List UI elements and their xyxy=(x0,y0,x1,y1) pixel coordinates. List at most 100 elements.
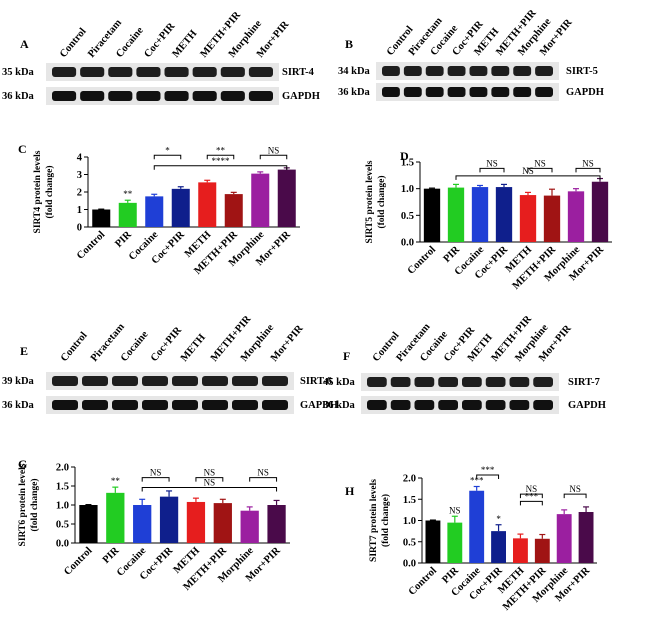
blot-band xyxy=(485,377,506,387)
protein-label: GAPDH xyxy=(300,400,338,411)
blot-band xyxy=(108,67,133,77)
significance-bracket xyxy=(153,154,182,160)
blot-band xyxy=(513,66,532,76)
bar xyxy=(79,505,98,543)
bar xyxy=(267,505,286,543)
lane-label: Cocaine xyxy=(119,329,151,364)
x-tick-label: Control xyxy=(62,545,94,577)
panel-letter: B xyxy=(345,37,353,51)
bar xyxy=(133,505,152,543)
significance-label: NS xyxy=(449,505,461,515)
significance-bracket xyxy=(563,493,587,499)
blot-band xyxy=(142,376,168,386)
bar xyxy=(556,514,572,563)
bracket-label: ** xyxy=(216,145,226,155)
blot-band xyxy=(390,400,411,410)
bar xyxy=(469,490,485,563)
significance-bracket xyxy=(527,167,553,173)
y-tick-label: 0.0 xyxy=(401,238,414,249)
kda-label: 35 kDa xyxy=(2,67,35,78)
lane-label: METH xyxy=(170,28,199,60)
bar xyxy=(106,492,125,543)
y-tick-label: 2.0 xyxy=(56,463,69,474)
bar xyxy=(491,531,506,563)
blot-strip xyxy=(376,62,559,80)
y-axis-label: SIRT7 protein levels xyxy=(369,479,379,562)
significance-bracket xyxy=(479,167,505,173)
blot-band xyxy=(535,66,553,76)
x-tick-label: Control xyxy=(407,565,439,597)
y-tick-label: 1.5 xyxy=(403,495,416,506)
y-axis-label: (fold change) xyxy=(376,175,387,228)
bracket-label: NS xyxy=(486,158,498,168)
blot-band xyxy=(52,376,78,386)
panel-letter: C xyxy=(18,142,27,156)
blot-band xyxy=(202,400,228,410)
bracket-label: NS xyxy=(569,484,581,494)
blot-band xyxy=(82,400,108,410)
significance-label: * xyxy=(496,514,501,524)
blot-band xyxy=(220,67,245,77)
y-tick-label: 1.0 xyxy=(401,184,414,195)
blot-band xyxy=(382,66,400,76)
blot-band xyxy=(108,91,133,101)
y-tick-label: 0.5 xyxy=(56,520,69,531)
blot-band xyxy=(447,87,466,97)
y-tick-label: 2.0 xyxy=(403,474,416,485)
bar xyxy=(447,187,465,242)
blot-band xyxy=(80,67,105,77)
blot-band xyxy=(438,377,458,387)
blot-band xyxy=(414,400,435,410)
blot-band xyxy=(202,376,228,386)
y-axis-label: SIRT4 protein levels xyxy=(33,150,43,233)
bar xyxy=(159,496,179,543)
y-axis-label: (fold change) xyxy=(380,494,391,547)
y-tick-label: 0.0 xyxy=(403,559,416,570)
bracket-label: NS xyxy=(150,468,162,478)
blot-band xyxy=(403,66,422,76)
significance-bracket xyxy=(575,167,601,173)
significance-label: ** xyxy=(123,189,133,199)
y-tick-label: 1 xyxy=(77,205,82,216)
blot-band xyxy=(469,66,488,76)
blot-band xyxy=(248,67,273,77)
kda-label: 36 kDa xyxy=(338,87,371,98)
kda-label: 36 kDa xyxy=(2,400,35,411)
blot-band xyxy=(535,87,553,97)
protein-label: GAPDH xyxy=(568,400,606,411)
blot-band xyxy=(533,377,553,387)
protein-label: GAPDH xyxy=(282,91,320,102)
bracket-label: NS xyxy=(582,158,594,168)
blot-band xyxy=(462,377,482,387)
panel-letter: E xyxy=(20,344,28,358)
blot-strip xyxy=(46,372,294,390)
bar xyxy=(471,187,489,242)
bracket-label: NS xyxy=(204,478,216,488)
blot-band xyxy=(82,376,108,386)
blot-strip xyxy=(46,396,294,414)
bar xyxy=(578,512,594,563)
bracket-label: NS xyxy=(268,145,280,155)
blot-band xyxy=(192,67,217,77)
blot-band xyxy=(164,91,189,101)
significance-bracket xyxy=(519,500,543,506)
bar xyxy=(213,503,232,543)
bar xyxy=(543,195,561,242)
blot-band xyxy=(491,87,510,97)
kda-label: 45 kDa xyxy=(323,377,356,388)
y-tick-label: 1.5 xyxy=(401,158,414,169)
x-tick-label: PIR xyxy=(101,545,122,566)
panel-letter: F xyxy=(343,349,350,363)
bar xyxy=(495,187,513,242)
bar xyxy=(567,191,585,242)
blot-strip xyxy=(361,396,559,414)
blot-band xyxy=(52,67,77,77)
panel-letter: G xyxy=(18,457,27,471)
significance-label: ** xyxy=(111,476,121,486)
significance-bracket xyxy=(519,493,543,499)
significance-bracket xyxy=(259,154,288,160)
panel-letter: A xyxy=(20,37,29,51)
blot-band xyxy=(142,400,168,410)
